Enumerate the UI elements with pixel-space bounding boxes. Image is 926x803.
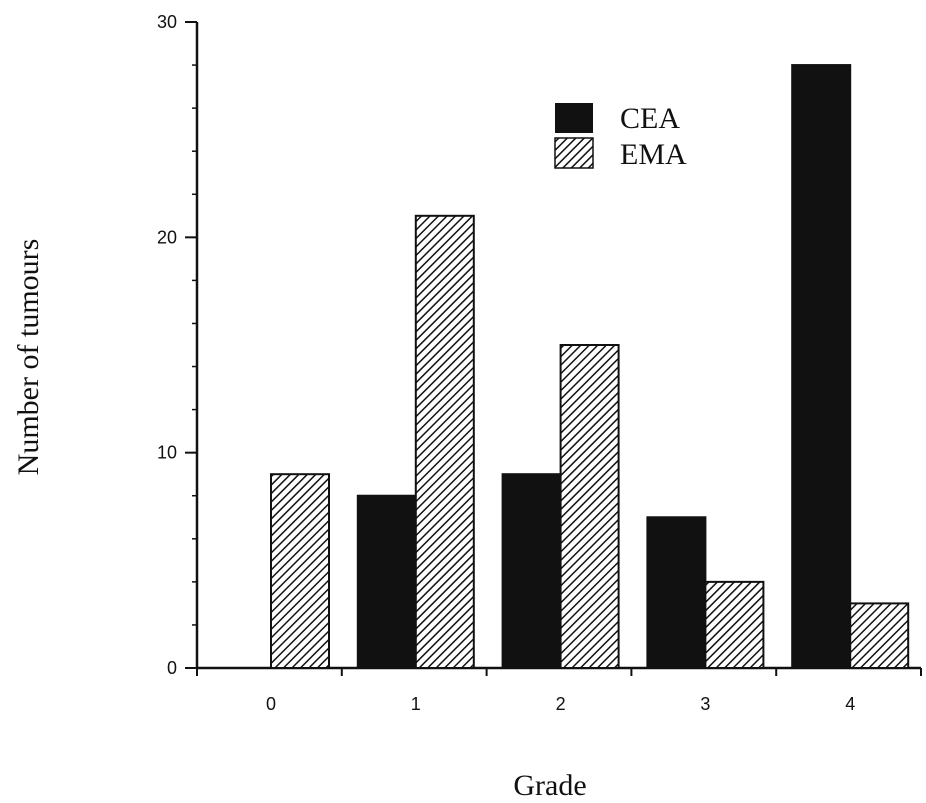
legend: CEA EMA [554, 102, 687, 171]
y-axis: 0 10 20 30 [157, 12, 199, 678]
bar-ema-grade-0 [270, 473, 330, 670]
bar-cea-grade-2 [501, 473, 562, 670]
legend-swatch-cea [555, 103, 593, 133]
y-tick-label: 30 [157, 12, 177, 32]
bar-ema-grade-1 [414, 214, 475, 670]
bar-cea-grade-4 [791, 64, 852, 670]
y-tick-label: 20 [157, 227, 177, 247]
legend-label-ema: EMA [620, 138, 687, 171]
x-tick-label: 4 [845, 694, 855, 714]
x-tick-label: 1 [411, 694, 421, 714]
y-tick-label: 0 [167, 658, 177, 678]
legend-swatch-ema [554, 137, 594, 169]
bar-cea-grade-3 [646, 516, 707, 669]
y-tick-label: 10 [157, 443, 177, 463]
x-axis: 0 1 2 3 4 [196, 666, 922, 714]
bar-ema-grade-2 [559, 344, 620, 669]
x-tick-label: 3 [700, 694, 710, 714]
x-tick-label: 2 [556, 694, 566, 714]
bar-cea-grade-1 [356, 494, 417, 669]
bar-ema-grade-4 [849, 602, 910, 670]
legend-label-cea: CEA [620, 102, 680, 135]
bar-ema-grade-3 [704, 580, 765, 669]
x-axis-title: Grade [513, 769, 586, 802]
bars [270, 64, 910, 670]
y-axis-title: Number of tumours [12, 239, 45, 476]
x-tick-label: 0 [266, 694, 276, 714]
